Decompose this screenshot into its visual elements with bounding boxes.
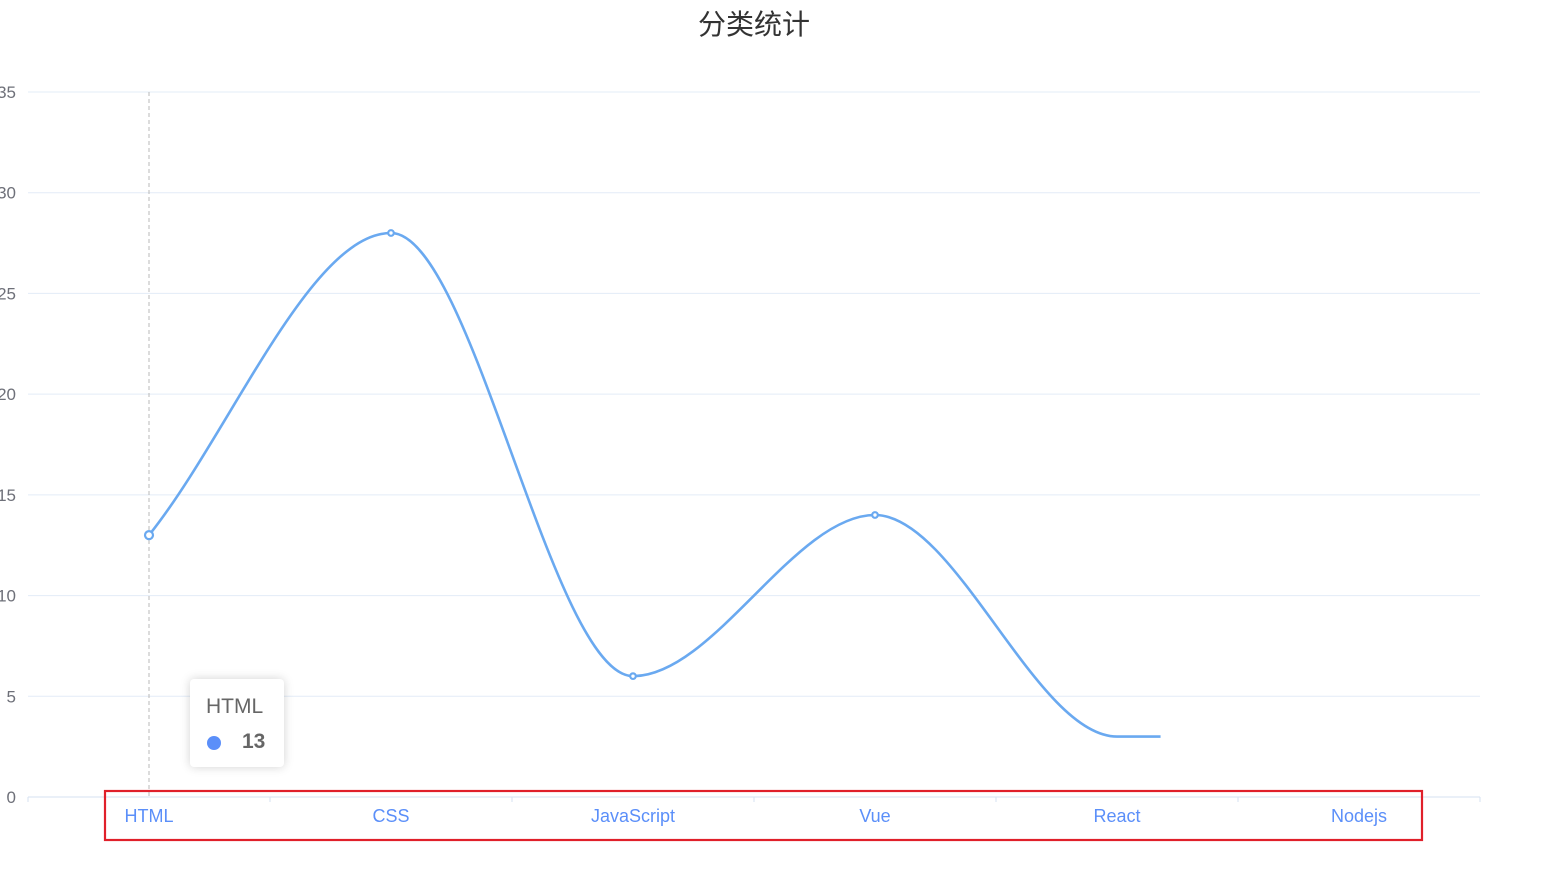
series-line (147, 231, 1161, 738)
data-points (143, 229, 879, 681)
tooltip-label: HTML (206, 695, 264, 718)
y-tick-label: 0 (7, 788, 16, 807)
y-axis-labels: 35 30 25 20 15 10 5 0 (0, 83, 16, 807)
data-point[interactable] (871, 511, 879, 519)
x-axis-labels: HTML CSS JavaScript Vue React Nodejs (125, 806, 1388, 826)
y-tick-label: 10 (0, 587, 16, 606)
grid-lines (28, 91, 1480, 697)
y-tick-label: 5 (7, 687, 16, 706)
tooltip: HTML 13 (190, 679, 284, 767)
data-point[interactable] (387, 229, 395, 237)
tooltip-marker-icon (207, 736, 221, 750)
x-axis (27, 796, 1481, 802)
y-tick-label: 15 (0, 486, 16, 505)
x-tick-label: CSS (372, 806, 409, 826)
x-tick-label: Vue (859, 806, 890, 826)
x-tick-label: React (1093, 806, 1140, 826)
x-tick-label: HTML (125, 806, 174, 826)
y-tick-label: 20 (0, 385, 16, 404)
chart-title: 分类统计 (698, 8, 810, 41)
x-axis-highlight-box (103, 789, 1424, 842)
y-tick-label: 25 (0, 284, 16, 303)
x-tick-label: JavaScript (591, 806, 675, 826)
y-tick-label: 30 (0, 184, 16, 203)
data-point[interactable] (629, 672, 637, 681)
data-point[interactable] (143, 530, 155, 541)
y-tick-label: 35 (0, 83, 16, 102)
x-tick-label: Nodejs (1331, 806, 1387, 826)
tooltip-value: 13 (242, 730, 266, 753)
